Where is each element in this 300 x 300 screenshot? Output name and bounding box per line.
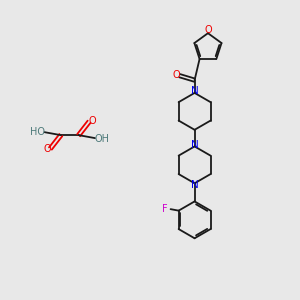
Text: O: O	[172, 70, 180, 80]
Text: N: N	[191, 140, 199, 150]
Text: N: N	[191, 86, 199, 96]
Text: HO: HO	[30, 127, 45, 136]
Text: F: F	[162, 204, 167, 214]
Text: O: O	[43, 144, 51, 154]
Text: O: O	[89, 116, 96, 126]
Text: N: N	[191, 180, 199, 190]
Text: OH: OH	[95, 134, 110, 144]
Text: O: O	[205, 25, 212, 35]
